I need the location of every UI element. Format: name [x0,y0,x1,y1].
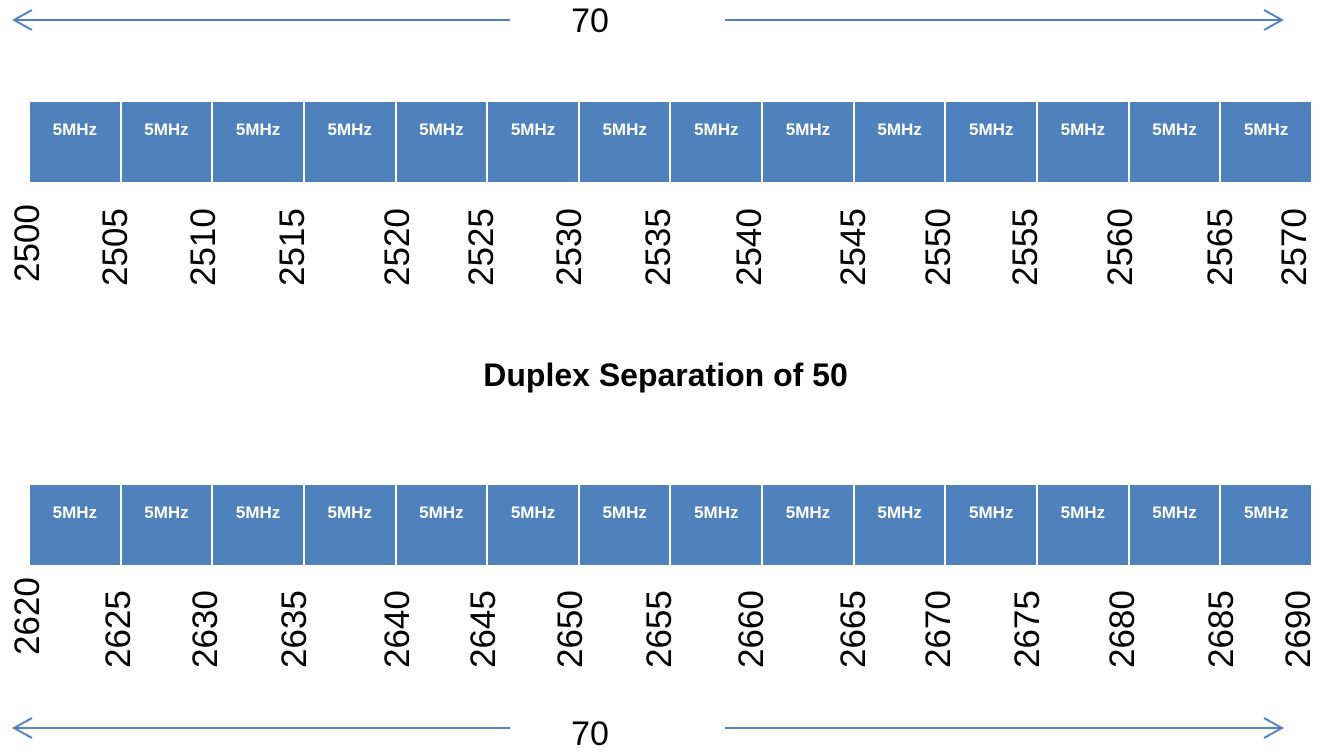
downlink-frequency-labels: 2620 2625 2630 2635 2640 2645 2650 2655 … [0,0,1331,668]
downlink-block: 5MHz [1221,485,1311,565]
uplink-frequency: 2515 [273,208,312,286]
uplink-frequency: 2570 [1275,208,1314,286]
downlink-frequency: 2675 [1008,590,1047,668]
downlink-frequency: 2635 [275,590,314,668]
uplink-block: 5MHz [579,102,672,182]
downlink-frequency: 2665 [834,590,873,668]
uplink-band: 5MHz 5MHz 5MHz 5MHz 5MHz 5MHz 5MHz 5MHz … [30,102,1311,182]
downlink-block: 5MHz [213,485,305,565]
downlink-block: 5MHz [671,485,764,565]
downlink-block: 5MHz [488,485,580,565]
downlink-frequency: 2620 [8,577,47,655]
uplink-frequency: 2500 [8,204,47,282]
downlink-frequency: 2690 [1279,590,1318,668]
bottom-span-arrow [11,717,1285,739]
uplink-block: 5MHz [1129,102,1222,182]
downlink-frequency: 2625 [99,590,138,668]
uplink-block: 5MHz [1221,102,1311,182]
downlink-block: 5MHz [579,485,672,565]
uplink-frequency: 2530 [550,208,589,286]
top-span-label: 70 [571,2,609,40]
uplink-frequency: 2545 [834,208,873,286]
uplink-block: 5MHz [121,102,214,182]
downlink-frequency: 2680 [1103,590,1142,668]
downlink-frequency: 2630 [186,590,225,668]
downlink-block: 5MHz [854,485,947,565]
downlink-block: 5MHz [396,485,489,565]
uplink-frequency: 2540 [730,208,769,286]
downlink-block: 5MHz [30,485,122,565]
downlink-frequency: 2650 [551,590,590,668]
downlink-block: 5MHz [946,485,1039,565]
uplink-block: 5MHz [213,102,305,182]
downlink-band: 5MHz 5MHz 5MHz 5MHz 5MHz 5MHz 5MHz 5MHz … [30,485,1311,565]
downlink-block: 5MHz [763,485,855,565]
uplink-frequency: 2555 [1006,208,1045,286]
downlink-frequency: 2660 [732,590,771,668]
uplink-block: 5MHz [396,102,489,182]
downlink-block: 5MHz [121,485,214,565]
uplink-frequency: 2510 [184,208,223,286]
uplink-frequency: 2560 [1101,208,1140,286]
uplink-block: 5MHz [488,102,580,182]
downlink-block: 5MHz [1129,485,1222,565]
uplink-block: 5MHz [946,102,1039,182]
uplink-block: 5MHz [854,102,947,182]
uplink-frequency: 2520 [378,208,417,286]
uplink-block: 5MHz [304,102,397,182]
uplink-block: 5MHz [30,102,122,182]
duplex-title: Duplex Separation of 50 [483,357,848,393]
uplink-frequency: 2505 [96,208,135,286]
bottom-span-label: 70 [571,715,609,753]
uplink-block: 5MHz [763,102,855,182]
uplink-frequency: 2565 [1201,208,1240,286]
uplink-frequency: 2535 [639,208,678,286]
uplink-frequency: 2525 [462,208,501,286]
downlink-frequency: 2670 [919,590,958,668]
downlink-block: 5MHz [304,485,397,565]
uplink-frequency: 2550 [919,208,958,286]
top-span-arrow [11,9,1285,31]
uplink-block: 5MHz [1038,102,1130,182]
downlink-frequency: 2655 [640,590,679,668]
downlink-frequency: 2640 [378,590,417,668]
downlink-frequency: 2685 [1202,590,1241,668]
uplink-block: 5MHz [671,102,764,182]
downlink-block: 5MHz [1038,485,1130,565]
downlink-frequency: 2645 [464,590,503,668]
